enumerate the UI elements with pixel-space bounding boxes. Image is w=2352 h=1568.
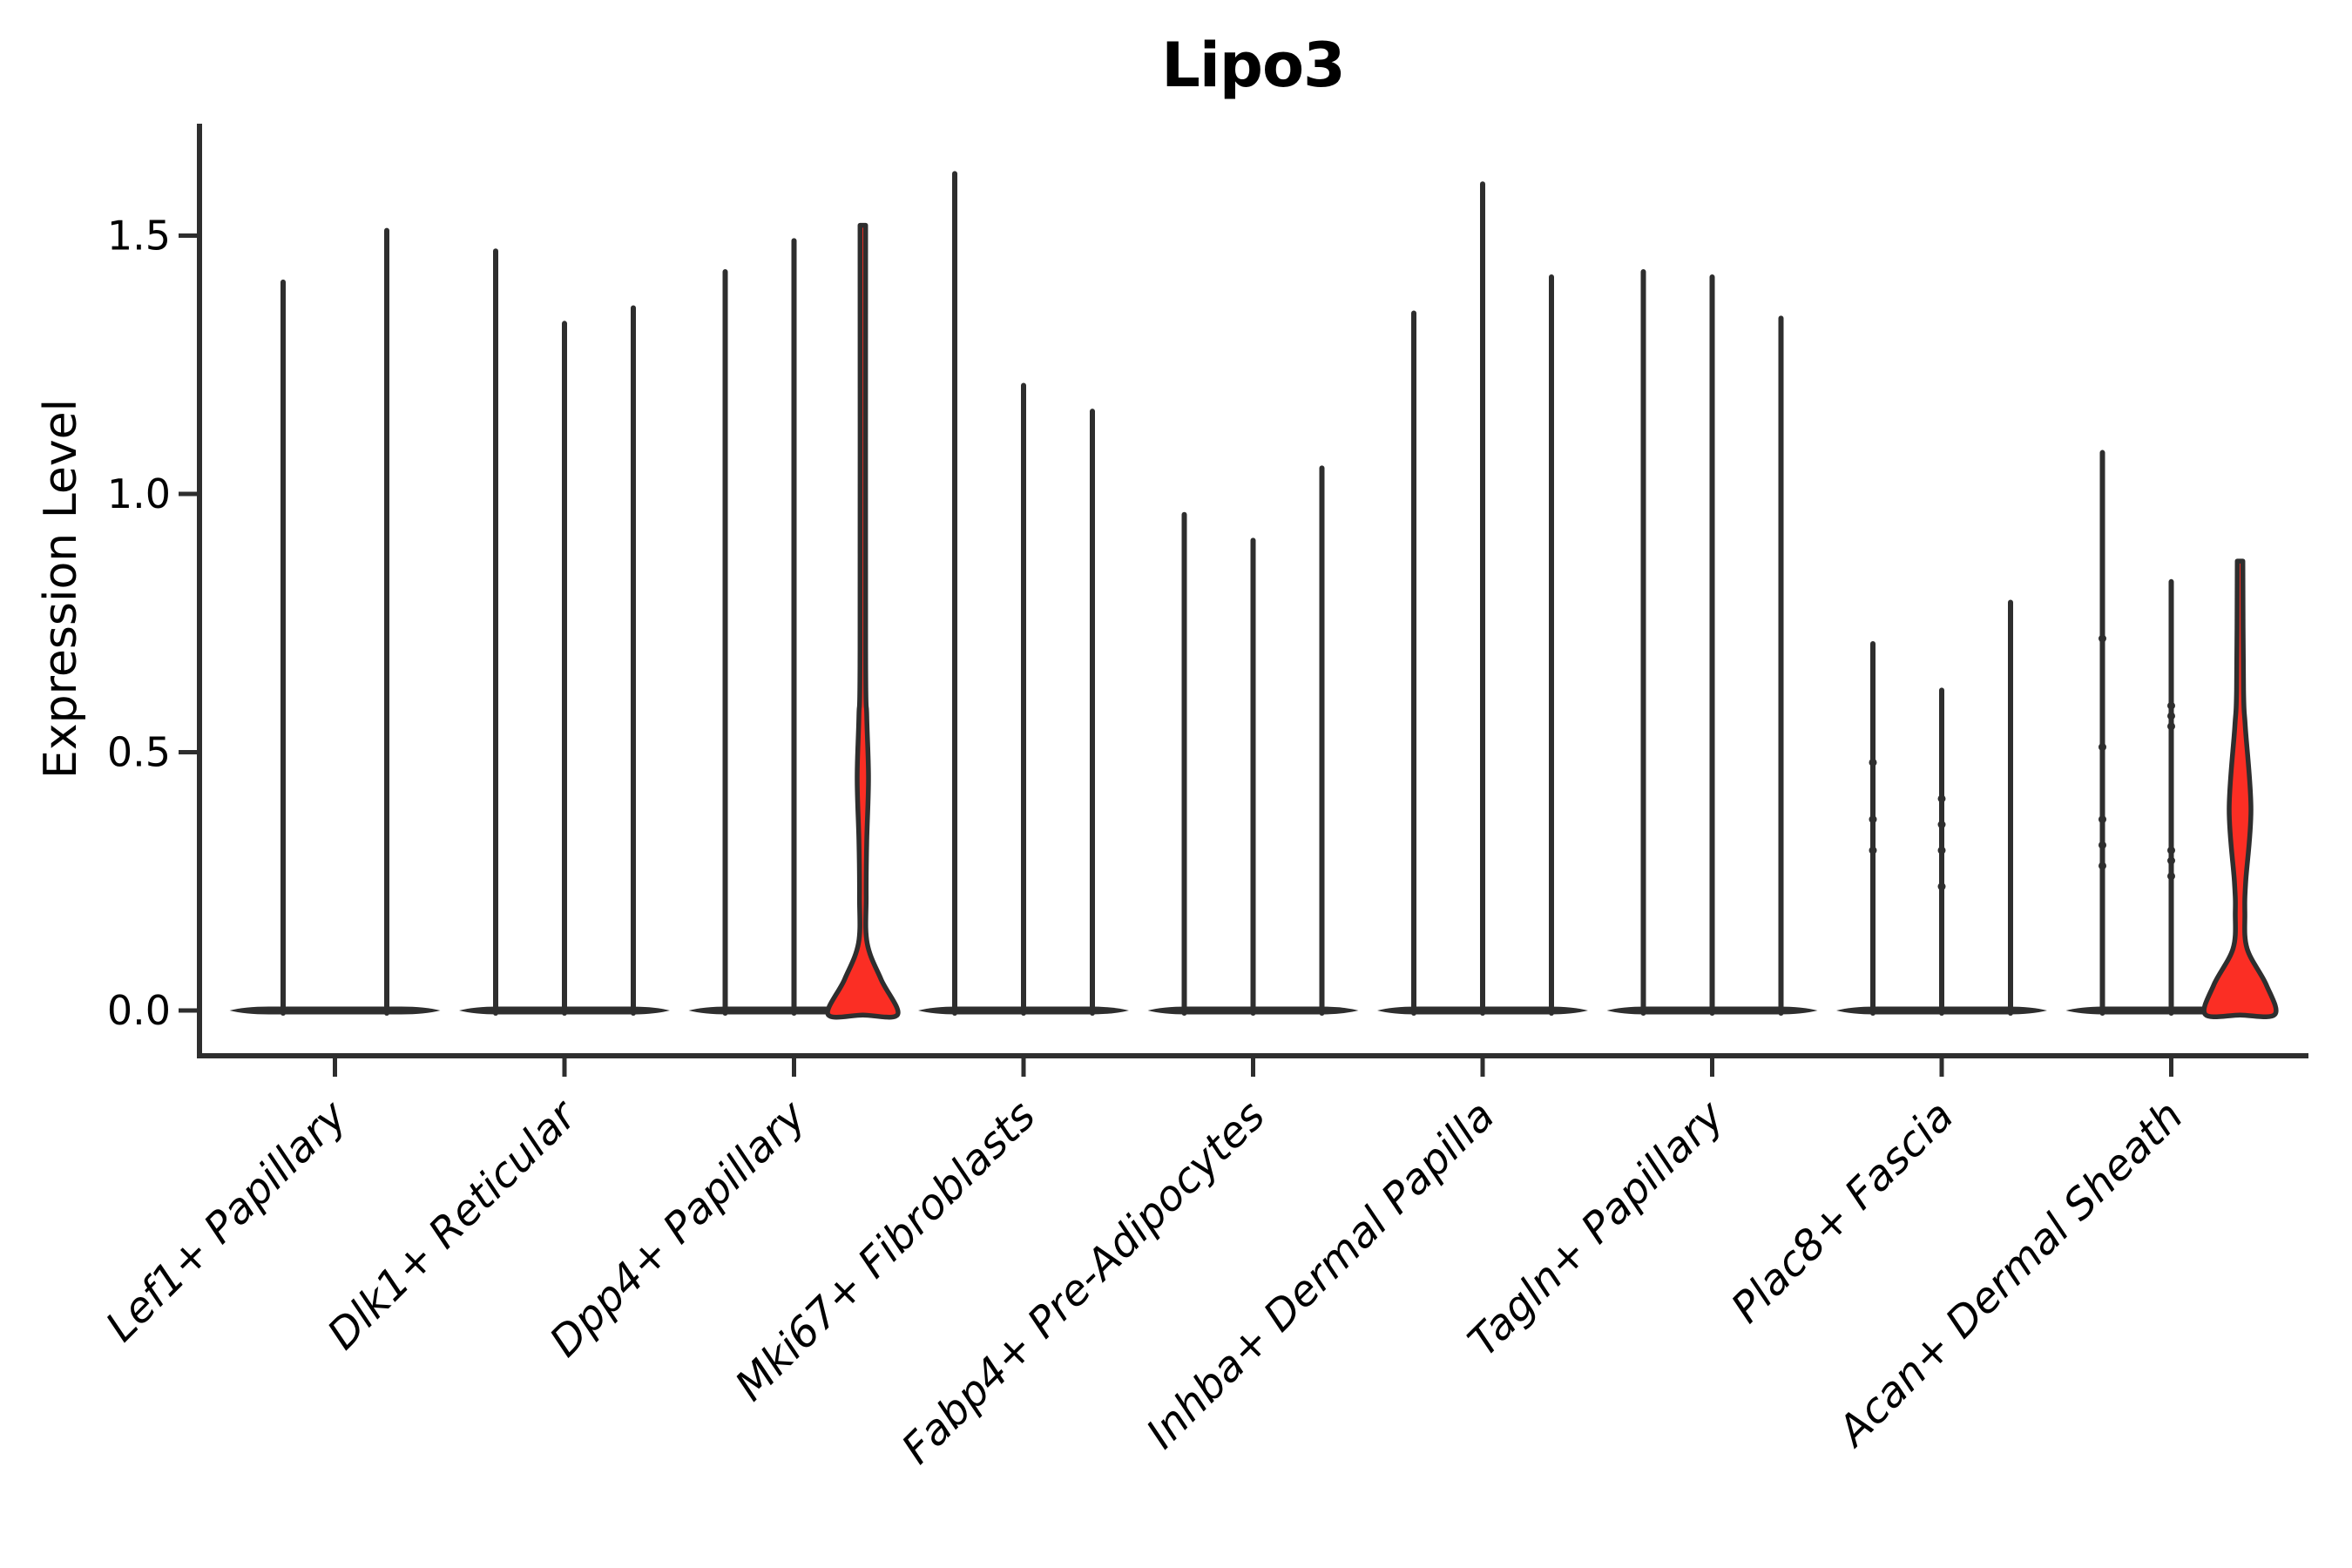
violin-highlighted xyxy=(825,222,901,1020)
y-tick-label: 1.5 xyxy=(107,213,171,260)
violin-base xyxy=(229,1006,441,1015)
jitter-point xyxy=(2099,841,2106,849)
jitter-point xyxy=(2167,722,2175,731)
y-tick-label: 0.0 xyxy=(107,987,171,1034)
jitter-point xyxy=(2099,634,2106,643)
y-tick-label: 1.0 xyxy=(107,470,171,517)
jitter-point xyxy=(1869,815,1877,824)
jitter-point xyxy=(2167,856,2175,865)
x-tick-label: Tagln+ Papillary xyxy=(1459,1091,1734,1366)
jitter-point xyxy=(1937,882,1946,891)
x-tick-label: Dlk1+ Reticular xyxy=(318,1090,588,1360)
jitter-point xyxy=(1937,821,1946,829)
x-tick-label: Lef1+ Papillary xyxy=(97,1091,357,1351)
jitter-point xyxy=(2167,872,2175,881)
x-tick-label: Plac8+ Fascia xyxy=(1722,1092,1963,1333)
chart-title: Lipo3 xyxy=(1161,30,1346,101)
x-tick-label: Dpp4+ Papillary xyxy=(540,1091,815,1366)
jitter-point xyxy=(2099,743,2106,752)
jitter-point xyxy=(1937,794,1946,803)
violin-highlighted xyxy=(2201,558,2279,1020)
jitter-point xyxy=(1869,846,1877,855)
jitter-point xyxy=(2099,862,2106,870)
jitter-point xyxy=(1937,846,1946,855)
jitter-point xyxy=(2099,815,2106,824)
jitter-point xyxy=(2167,846,2175,855)
jitter-point xyxy=(2167,701,2175,710)
jitter-point xyxy=(2167,712,2175,720)
jitter-point xyxy=(1869,758,1877,767)
x-tick-label: Fabp4+ Pre-Adipocytes xyxy=(892,1092,1274,1474)
y-tick-label: 0.5 xyxy=(107,729,171,776)
